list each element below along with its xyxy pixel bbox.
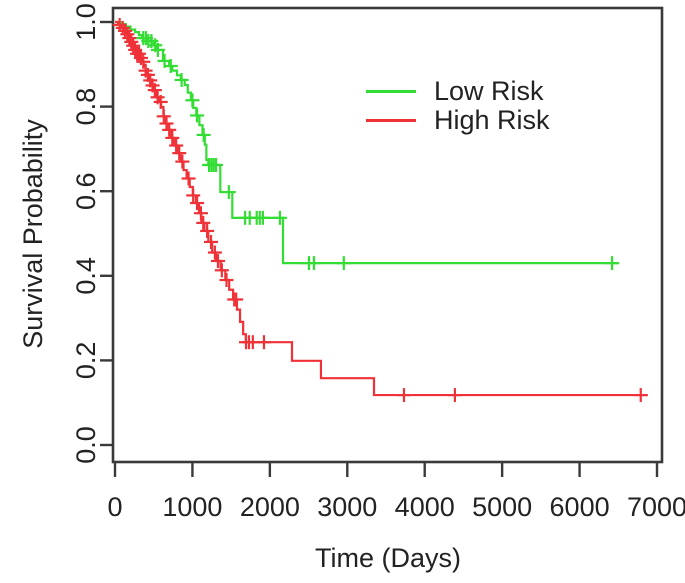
x-tick-label: 4000 xyxy=(395,492,455,522)
y-tick-label: 0.6 xyxy=(71,172,101,210)
x-tick-label: 3000 xyxy=(317,492,377,522)
x-tick-label: 5000 xyxy=(472,492,532,522)
legend-label-low-risk: Low Risk xyxy=(434,76,544,106)
x-tick-label: 6000 xyxy=(550,492,610,522)
legend-item-high-risk: High Risk xyxy=(366,105,550,135)
y-tick-label: 0.2 xyxy=(71,342,101,380)
legend-item-low-risk: Low Risk xyxy=(366,76,550,106)
legend: Low Risk High Risk xyxy=(366,76,550,135)
legend-line-low-risk xyxy=(366,90,416,93)
legend-line-high-risk xyxy=(366,119,416,122)
y-tick-label: 0.0 xyxy=(71,426,101,464)
legend-label-high-risk: High Risk xyxy=(434,105,550,135)
x-tick-label: 7000 xyxy=(627,492,685,522)
plot-box xyxy=(111,6,664,464)
y-tick-label: 1.0 xyxy=(71,3,101,41)
x-tick-label: 2000 xyxy=(240,492,300,522)
x-tick-label: 1000 xyxy=(162,492,222,522)
survival-curve-low-risk xyxy=(115,20,619,265)
x-tick-label: 0 xyxy=(107,492,122,522)
y-tick-label: 0.8 xyxy=(71,88,101,126)
plot-layer: 0 1000 2000 3000 4000 5000 6000 7000 0.0 0.2 0.4 0.… xyxy=(71,3,685,522)
y-tick-label: 0.4 xyxy=(71,257,101,295)
